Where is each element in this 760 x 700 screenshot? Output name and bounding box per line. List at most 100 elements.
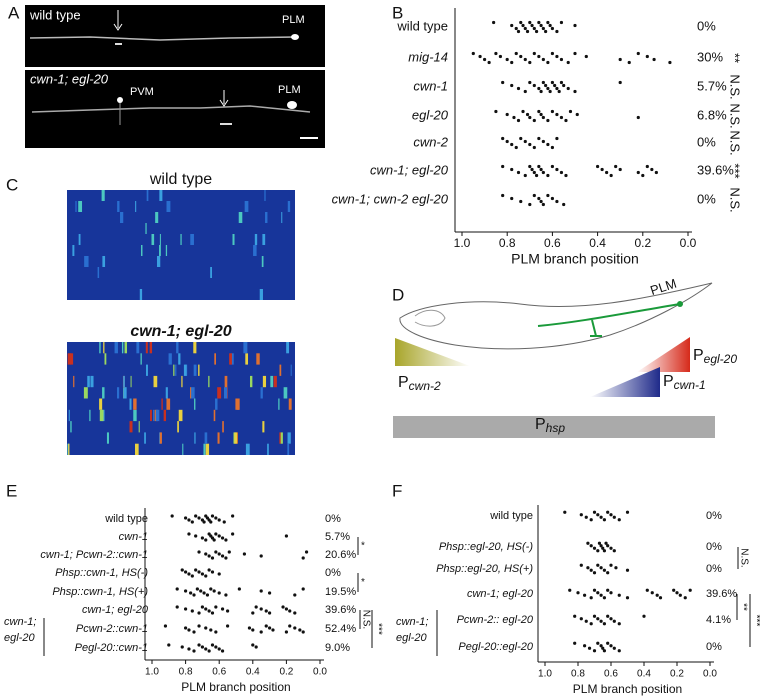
heatmap-stripe — [121, 342, 124, 354]
dot — [596, 563, 600, 567]
dot — [573, 89, 577, 94]
dot — [204, 647, 208, 651]
heatmap-stripe — [145, 342, 148, 354]
heatmap-stripe — [153, 409, 155, 422]
dot — [510, 196, 514, 201]
dot — [251, 628, 255, 632]
percent-label: 0% — [706, 641, 722, 653]
dot — [596, 617, 600, 621]
heatmap-stripe — [99, 342, 101, 354]
dot — [288, 624, 292, 628]
heatmap-stripe — [123, 375, 125, 388]
dot — [259, 607, 263, 611]
heatmap-stripe — [222, 421, 224, 433]
dot — [550, 80, 555, 85]
dot — [589, 544, 593, 548]
dot — [625, 568, 630, 572]
promoter-label: Phsp — [535, 416, 565, 435]
heatmap-stripe — [192, 234, 194, 245]
dot — [599, 644, 603, 648]
heatmap-stripe — [124, 342, 128, 354]
dot — [532, 170, 536, 175]
dot — [584, 619, 588, 623]
dot — [514, 51, 518, 56]
heatmap-stripe — [262, 375, 267, 388]
dot — [532, 26, 536, 31]
dot — [596, 591, 600, 595]
heatmap-stripe — [155, 409, 160, 422]
dot — [675, 591, 679, 595]
heatmap-stripe — [286, 342, 290, 354]
dot — [589, 622, 593, 626]
micrograph: wild type PLM — [25, 5, 325, 67]
heatmap-stripe — [165, 387, 168, 399]
cell-label: PLM — [282, 14, 305, 26]
dot — [612, 515, 616, 519]
heatmap-stripe — [193, 364, 197, 376]
dot — [170, 514, 174, 518]
dot — [555, 167, 559, 172]
dot — [192, 593, 196, 597]
heatmap-stripe — [267, 443, 269, 455]
heatmap-stripe — [183, 364, 187, 376]
dot — [532, 193, 536, 198]
dot — [601, 546, 605, 550]
dot — [528, 142, 532, 147]
dot — [528, 80, 532, 85]
significance: ** — [728, 53, 743, 63]
dot — [606, 544, 610, 548]
heatmap-stripe — [78, 201, 83, 212]
significance: N.S. — [728, 187, 743, 212]
dot — [617, 649, 621, 653]
dot — [254, 605, 258, 609]
dot — [532, 83, 536, 88]
dot — [210, 611, 215, 615]
dot — [658, 596, 663, 600]
dot — [609, 513, 613, 517]
heatmap-stripe — [117, 201, 120, 212]
heatmap-stripe — [259, 289, 263, 300]
dot — [599, 515, 603, 519]
row-label: wild type — [396, 18, 448, 33]
heatmap-stripe — [153, 375, 158, 388]
heatmap-stripe — [72, 245, 75, 256]
x-tick-label: 1.0 — [538, 669, 552, 680]
dot — [539, 199, 543, 204]
heatmap-stripe — [89, 409, 91, 422]
heatmap-stripe — [238, 212, 243, 223]
dot — [559, 80, 564, 85]
heatmap-stripe — [178, 409, 183, 422]
dot — [641, 173, 645, 178]
dot — [525, 29, 530, 34]
dot — [180, 568, 184, 572]
dot — [510, 83, 514, 88]
heatmap-stripe — [288, 398, 292, 410]
dot — [550, 145, 555, 150]
dot — [579, 513, 583, 517]
heatmap-stripe — [117, 387, 120, 399]
dot — [523, 173, 527, 178]
dot — [541, 57, 545, 62]
dot — [618, 80, 622, 85]
dot — [227, 550, 231, 554]
dot — [301, 587, 305, 591]
dot — [194, 514, 198, 518]
row-label: Phsp::cwn-1, HS(+) — [52, 586, 148, 598]
dot — [568, 109, 573, 114]
heatmap-stripe — [180, 234, 182, 245]
heatmap-stripe — [215, 398, 218, 410]
panel-letter: C — [6, 175, 18, 194]
heatmap-stripe — [214, 353, 216, 365]
x-tick-label: 0.6 — [212, 667, 226, 678]
dot — [237, 587, 241, 591]
heatmap-stripe — [123, 387, 127, 399]
dot — [210, 570, 215, 574]
dot — [617, 622, 621, 626]
promoter-gene: cwn-1 — [674, 378, 706, 392]
heatmap-stripe — [173, 364, 175, 376]
dot — [510, 142, 514, 147]
dot — [539, 89, 543, 94]
dot — [668, 60, 672, 65]
dot — [612, 619, 616, 623]
heatmap-stripe — [104, 353, 107, 365]
